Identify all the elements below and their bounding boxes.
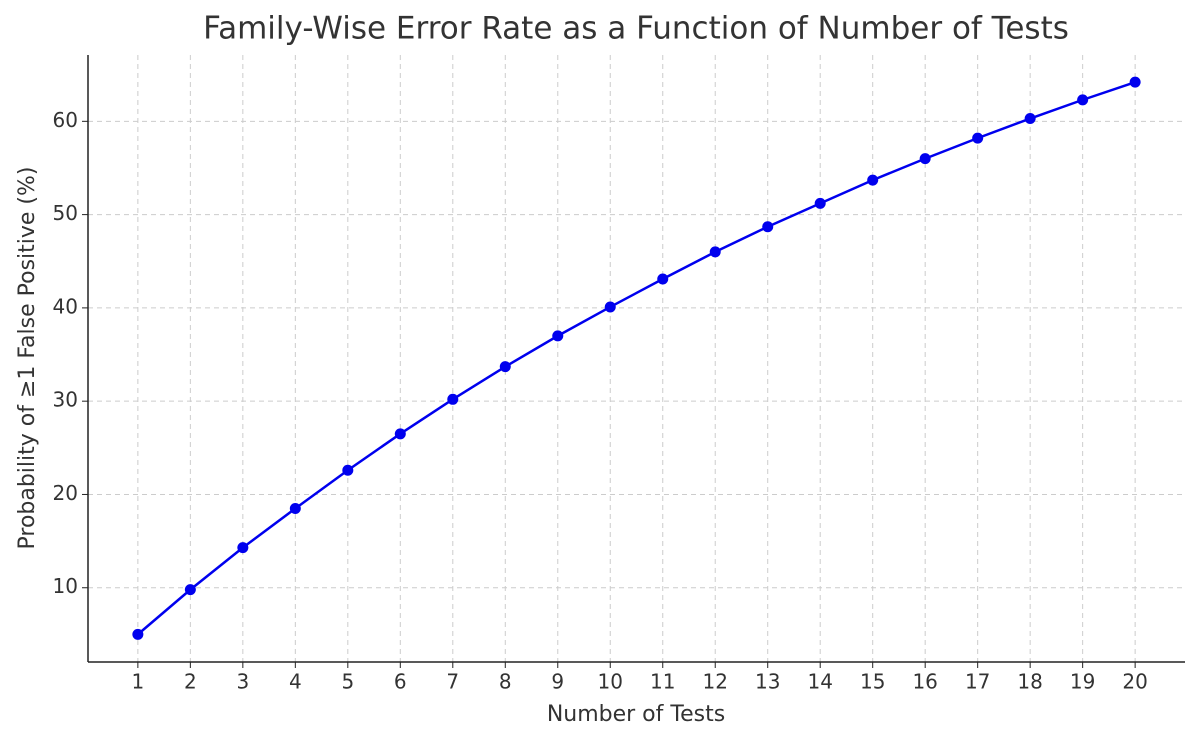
x-tick-label: 20 (1122, 670, 1147, 694)
data-point (762, 221, 774, 233)
data-point (184, 584, 196, 596)
data-point (867, 174, 879, 186)
x-tick-label: 14 (807, 670, 832, 694)
y-tick-label: 40 (53, 294, 78, 318)
x-tick-label: 7 (446, 670, 459, 694)
x-tick-label: 19 (1070, 670, 1095, 694)
data-point (972, 132, 984, 144)
x-tick-label: 11 (650, 670, 675, 694)
y-axis-label: Probability of ≥1 False Positive (%) (15, 166, 40, 549)
y-tick-label: 20 (53, 481, 78, 505)
x-tick-label: 2 (184, 670, 197, 694)
data-point (447, 393, 459, 405)
x-tick-label: 6 (394, 670, 407, 694)
x-tick-label: 17 (965, 670, 990, 694)
data-point (814, 197, 826, 209)
data-point (604, 301, 616, 313)
data-point (552, 330, 564, 342)
x-tick-label: 5 (341, 670, 354, 694)
x-tick-label: 16 (912, 670, 937, 694)
x-tick-label: 8 (499, 670, 512, 694)
chart-title: Family-Wise Error Rate as a Function of … (203, 11, 1069, 47)
x-tick-label: 4 (289, 670, 302, 694)
x-tick-label: 18 (1017, 670, 1042, 694)
y-tick-label: 60 (53, 108, 78, 132)
x-axis-label: Number of Tests (547, 702, 725, 727)
data-point (709, 246, 721, 258)
data-point (1129, 76, 1141, 88)
x-tick-label: 3 (236, 670, 249, 694)
data-point (657, 273, 669, 285)
data-point (1077, 94, 1089, 106)
y-tick-label: 10 (53, 574, 78, 598)
data-point (499, 361, 511, 373)
data-point (132, 628, 144, 640)
x-tick-label: 10 (598, 670, 623, 694)
data-point (289, 502, 301, 514)
x-tick-label: 1 (131, 670, 144, 694)
data-line (137, 80, 1136, 636)
data-point (394, 428, 406, 440)
x-tick-label: 15 (860, 670, 885, 694)
data-point (919, 153, 931, 165)
x-tick-label: 13 (755, 670, 780, 694)
y-tick-label: 30 (53, 388, 78, 412)
data-point (237, 542, 249, 554)
x-tick-label: 12 (703, 670, 728, 694)
data-point (1024, 113, 1036, 125)
x-tick-label: 9 (551, 670, 564, 694)
y-tick-label: 50 (53, 201, 78, 225)
data-point (342, 464, 354, 476)
